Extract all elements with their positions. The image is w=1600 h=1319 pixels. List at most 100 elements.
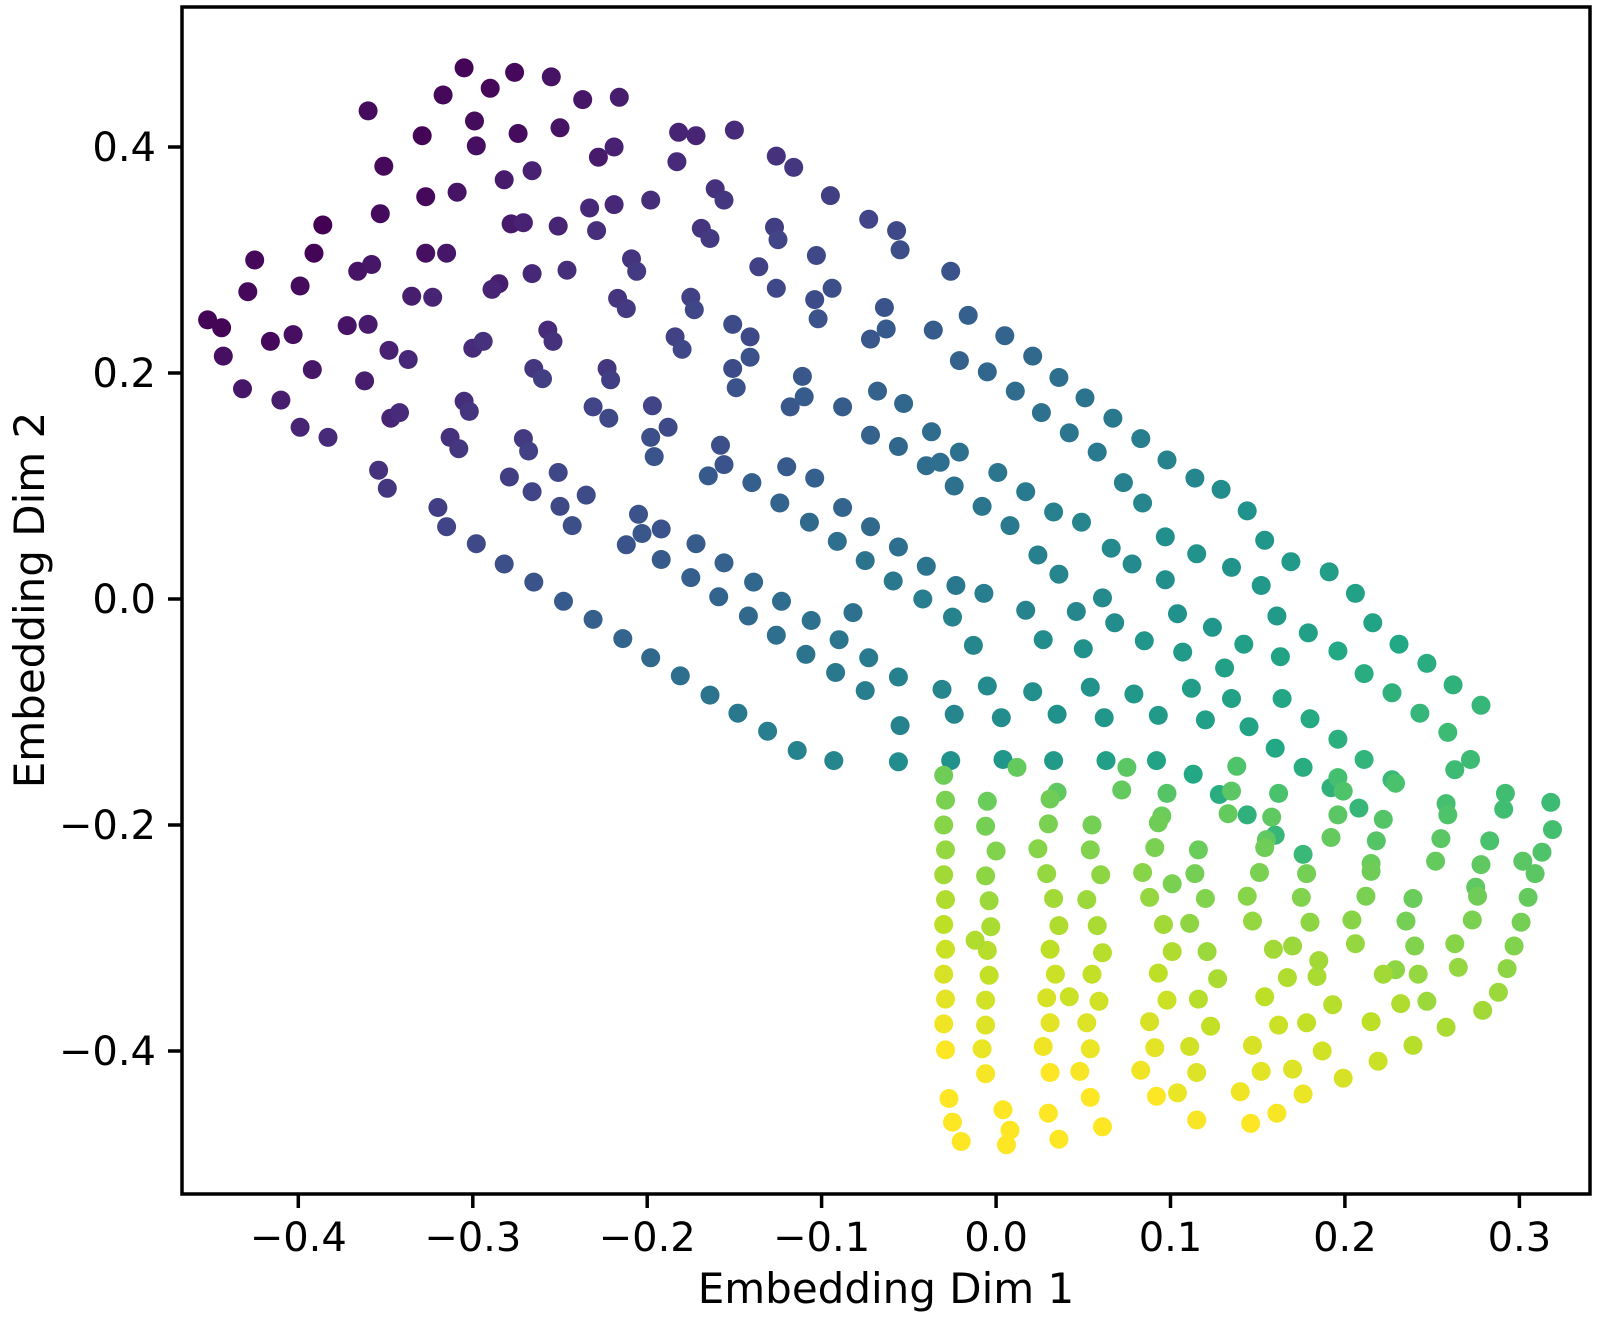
data-point [1147, 751, 1166, 771]
data-point [271, 390, 291, 410]
data-point [1028, 839, 1048, 859]
data-point [780, 397, 800, 417]
data-point [1495, 783, 1515, 803]
data-point [855, 551, 875, 571]
data-point [805, 468, 825, 488]
data-point [684, 300, 704, 320]
data-point [1096, 751, 1116, 771]
data-point [1461, 750, 1480, 769]
data-point [369, 460, 389, 480]
data-point [1267, 606, 1287, 626]
data-point [1368, 1051, 1388, 1071]
data-point [883, 571, 903, 591]
data-point [1131, 1060, 1151, 1080]
plot-frame [180, 5, 1592, 1196]
data-point [1040, 789, 1060, 809]
data-point [1082, 964, 1102, 984]
data-point [1059, 423, 1079, 443]
data-point [1382, 683, 1402, 703]
data-point [1080, 1039, 1100, 1059]
data-point [1525, 864, 1545, 884]
data-point [936, 939, 955, 959]
data-point [1145, 838, 1165, 858]
data-point [949, 351, 969, 371]
data-point [1195, 889, 1215, 908]
data-point [1080, 840, 1100, 860]
data-point [744, 572, 764, 592]
data-point [1354, 750, 1374, 769]
data-point [1342, 910, 1362, 930]
data-point [1016, 482, 1036, 502]
data-point [922, 422, 941, 442]
data-point [1366, 831, 1386, 851]
data-point [1077, 1013, 1097, 1033]
data-point [1222, 689, 1241, 708]
data-point [1354, 664, 1374, 684]
data-point [1333, 781, 1353, 801]
data-point [508, 124, 528, 143]
data-point [604, 137, 624, 157]
data-point [1403, 889, 1423, 908]
data-point [826, 663, 846, 682]
data-point [1180, 1037, 1200, 1056]
data-point [588, 147, 608, 167]
x-tick-label: 0.0 [964, 1215, 1028, 1261]
data-point [1250, 863, 1269, 882]
data-point [890, 240, 910, 260]
data-point [1511, 912, 1531, 932]
data-point [1197, 942, 1217, 962]
data-point [519, 441, 539, 461]
y-tick-label: 0.2 [92, 351, 156, 397]
data-point [557, 260, 577, 280]
data-point [976, 866, 996, 886]
data-point [1431, 829, 1451, 849]
data-point [212, 318, 232, 338]
data-point [513, 213, 533, 233]
data-point [1038, 1103, 1058, 1123]
data-point [1218, 804, 1238, 824]
data-point [1124, 684, 1144, 704]
data-point [1140, 1012, 1160, 1032]
data-point [641, 427, 661, 447]
data-point [1040, 1063, 1060, 1082]
data-point [1180, 913, 1200, 933]
data-point [1468, 886, 1487, 906]
data-point [1037, 864, 1057, 884]
data-point [412, 126, 432, 146]
x-tick-label: 0.3 [1488, 1215, 1552, 1261]
data-point [792, 366, 812, 386]
data-point [473, 331, 493, 351]
data-point [939, 1089, 959, 1108]
data-point [370, 204, 390, 224]
data-point [1000, 1120, 1020, 1140]
data-point [433, 85, 453, 105]
plot-content: −0.4 −0.3 −0.2 −0.1 0.0 0.1 0.2 0.3 0.4 0.2 0.0 −0.… [59, 5, 1592, 1261]
data-point [1145, 1038, 1165, 1058]
data-point [358, 314, 378, 334]
data-point [1155, 570, 1175, 590]
data-point [1312, 1041, 1332, 1061]
data-point [629, 504, 648, 524]
data-point [599, 408, 619, 428]
data-point [681, 568, 701, 588]
x-tick-label: −0.1 [773, 1215, 870, 1261]
data-point [1105, 613, 1125, 633]
data-point [482, 279, 502, 299]
data-point [437, 517, 457, 537]
data-point [1494, 799, 1514, 819]
data-point [1277, 968, 1297, 988]
data-point [543, 331, 563, 351]
data-point [944, 476, 964, 496]
data-point [1328, 641, 1348, 661]
data-point [641, 190, 661, 210]
data-point [1373, 809, 1393, 829]
data-point [616, 535, 636, 555]
data-point [1417, 653, 1437, 673]
data-point [1473, 1000, 1493, 1020]
data-point [1168, 604, 1187, 624]
data-point [799, 512, 819, 532]
data-point [723, 314, 743, 334]
data-point [1154, 915, 1173, 934]
data-point [770, 493, 790, 513]
data-point [766, 625, 786, 645]
